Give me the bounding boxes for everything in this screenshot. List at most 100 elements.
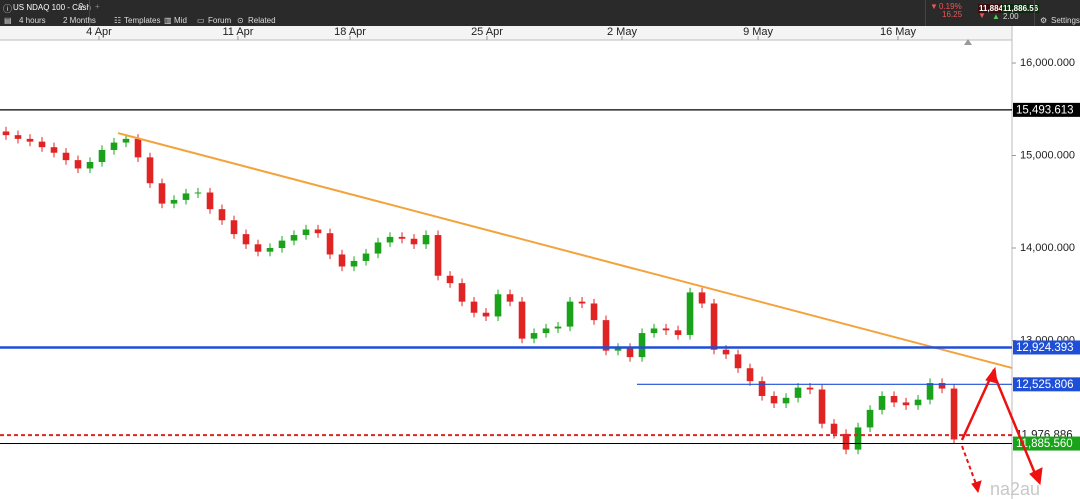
candle-body — [98, 149, 106, 162]
candle-body — [170, 199, 178, 204]
arrow-head — [971, 480, 982, 494]
price-level-label-bg — [1013, 340, 1080, 355]
separator — [1034, 0, 1035, 26]
candle-body — [194, 192, 202, 194]
candle-body — [254, 244, 262, 252]
candle-body — [74, 160, 82, 169]
candle-body — [638, 333, 646, 358]
candle-body — [134, 138, 142, 158]
date-axis-band — [0, 26, 1012, 40]
candle-body — [362, 253, 370, 261]
related-button[interactable]: Related — [248, 16, 276, 25]
candle-body — [518, 301, 526, 339]
candle-body — [902, 402, 910, 406]
candle-body — [950, 388, 958, 440]
candle-body — [734, 354, 742, 369]
candle-body — [602, 320, 610, 351]
info-icon[interactable]: ⓘ — [3, 4, 13, 14]
watermark: na2au — [990, 479, 1040, 499]
candle-body — [890, 395, 898, 403]
spread-arrow: ▲ — [992, 12, 1000, 21]
layout-icon[interactable]: ▤ — [4, 16, 12, 25]
candle-body — [710, 303, 718, 350]
trendline — [117, 132, 1013, 369]
candle-body — [278, 240, 286, 248]
mid-button[interactable]: Mid — [174, 16, 187, 25]
candle-body — [482, 312, 490, 317]
candle-body — [302, 229, 310, 236]
x-tick-label: 16 May — [880, 26, 917, 38]
y-tick-label: 15,000.000 — [1020, 149, 1075, 161]
search-icon[interactable]: ⚲ — [78, 2, 84, 11]
candle-body — [62, 152, 70, 161]
candle-body — [434, 235, 442, 276]
candle-body — [746, 368, 754, 382]
candle-body — [614, 347, 622, 351]
candle-body — [218, 209, 226, 221]
price-level-label-bg — [1013, 377, 1080, 392]
candle-body — [146, 157, 154, 184]
y-tick-label: 14,000.000 — [1020, 242, 1075, 254]
arrow-head — [985, 366, 998, 384]
candle-body — [446, 275, 454, 284]
candle-body — [554, 326, 562, 329]
candle-body — [38, 141, 46, 148]
range[interactable]: 2 Months — [63, 16, 96, 25]
candle-body — [782, 397, 790, 404]
candle-body — [926, 383, 934, 400]
candle-body — [650, 328, 658, 334]
price-level-label: 12,525.806 — [1016, 379, 1074, 391]
candle-body — [242, 234, 250, 245]
candle-body — [494, 294, 502, 317]
scroll-marker — [964, 39, 972, 45]
candle-body — [758, 381, 766, 396]
candle-body — [374, 242, 382, 254]
candle-body — [50, 147, 58, 153]
candle-body — [110, 142, 118, 150]
mid-icon: ▥ — [164, 16, 172, 25]
candle-body — [230, 220, 238, 235]
candle-body — [842, 433, 850, 450]
settings-button[interactable]: Settings — [1051, 16, 1080, 25]
candle-body — [830, 423, 838, 434]
sell-arrow: ▼ — [978, 11, 986, 20]
candle-body — [458, 283, 466, 302]
candle-body — [542, 328, 550, 334]
candle-body — [770, 395, 778, 404]
candle-body — [422, 235, 430, 245]
sell-price[interactable]: 11,884.56 — [978, 4, 1016, 13]
candle-body — [914, 399, 922, 406]
templates-button[interactable]: Templates — [124, 16, 161, 25]
forecast-arrows — [960, 366, 1043, 494]
candle-body — [686, 292, 694, 335]
price-level-label: 11,885.560 — [1016, 438, 1073, 450]
add-tab[interactable]: + — [95, 2, 100, 11]
forum-icon: ▭ — [197, 16, 205, 25]
price-level-label: 15,493.613 — [1016, 104, 1074, 116]
change-arrow: ▼ — [930, 2, 938, 11]
candle-body — [626, 347, 634, 358]
candle-body — [530, 333, 538, 339]
candle-body — [722, 349, 730, 355]
candle-body — [698, 292, 706, 304]
forecast-path-down — [961, 445, 977, 485]
arrow-head — [1029, 467, 1043, 486]
candle-body — [182, 193, 190, 200]
candle-body — [566, 301, 574, 327]
candle-body — [350, 260, 358, 267]
candle-body — [122, 138, 130, 143]
candle-body — [590, 303, 598, 321]
instrument[interactable]: US NDAQ 100 - Cash — [13, 3, 91, 12]
forum-button[interactable]: Forum — [208, 16, 232, 25]
price-level-label: 12,924.393 — [1016, 342, 1074, 354]
change-pct: 0.19% — [939, 2, 962, 11]
separator — [89, 0, 90, 26]
price-level-label-bg — [1013, 102, 1080, 117]
templates-icon: ☷ — [114, 16, 122, 25]
timeframe[interactable]: 4 hours — [19, 16, 46, 25]
candle-body — [266, 247, 274, 252]
candle-body — [854, 427, 862, 450]
buy-price[interactable]: 11,886.56 — [1002, 4, 1040, 13]
